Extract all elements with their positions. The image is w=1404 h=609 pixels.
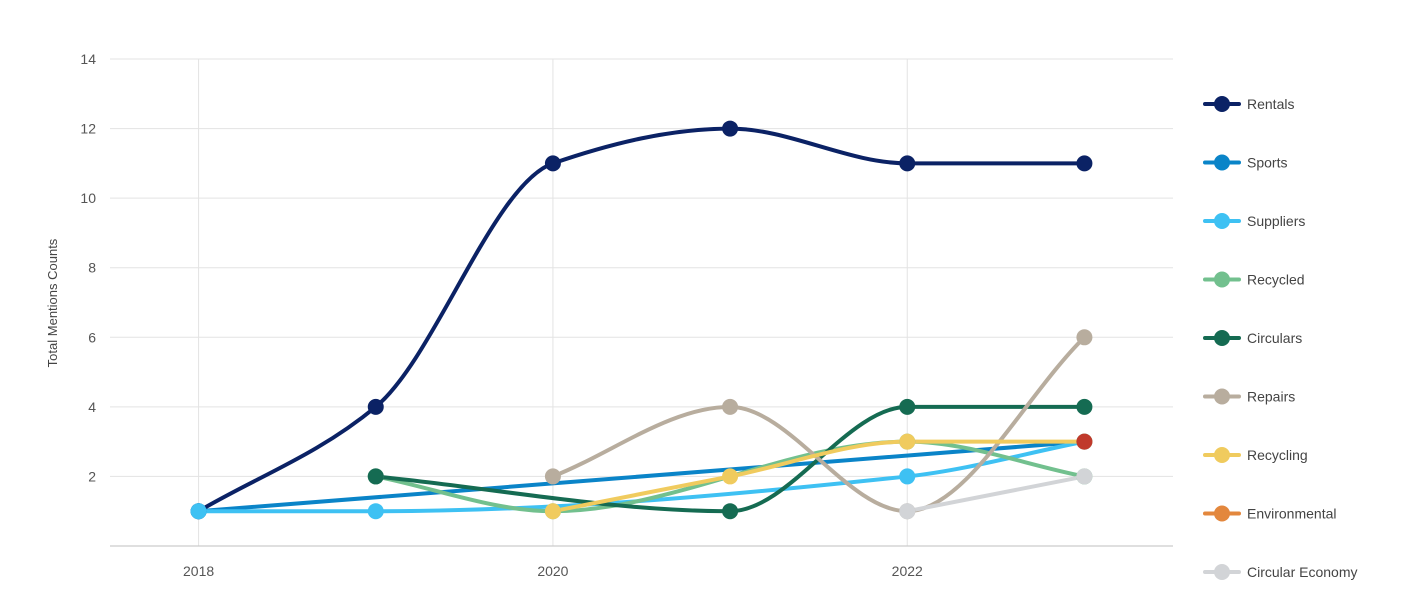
- legend-item-circular-economy[interactable]: Circular Economy: [1203, 564, 1357, 580]
- legend: Rentals Sports Suppliers Recycled Circulars R…: [1203, 96, 1357, 580]
- series-line-repairs[interactable]: [550, 335, 1087, 514]
- y-tick-label: 14: [80, 51, 96, 67]
- legend-swatch-dot: [1214, 213, 1230, 229]
- legend-item-recycling[interactable]: Recycling: [1203, 447, 1308, 463]
- series-line-rentals[interactable]: [196, 126, 1087, 514]
- legend-item-recycled[interactable]: Recycled: [1203, 271, 1305, 288]
- data-point-repairs[interactable]: [544, 468, 561, 485]
- data-point-circular-economy[interactable]: [899, 503, 916, 520]
- series-line-sports[interactable]: [196, 439, 1087, 514]
- data-point-rentals[interactable]: [544, 155, 561, 172]
- data-point-rentals[interactable]: [367, 398, 384, 415]
- data-point-rentals[interactable]: [899, 155, 916, 172]
- data-point-recycling[interactable]: [899, 433, 916, 450]
- data-point-suppliers[interactable]: [367, 503, 384, 520]
- y-axis-title: Total Mentions Counts: [45, 238, 60, 367]
- legend-label: Circulars: [1247, 330, 1302, 346]
- data-point-repairs[interactable]: [1076, 329, 1093, 346]
- legend-label: Environmental: [1247, 506, 1337, 522]
- series-line-circular-economy[interactable]: [905, 474, 1087, 514]
- legend-swatch-dot: [1214, 447, 1230, 463]
- legend-item-repairs[interactable]: Repairs: [1203, 388, 1295, 405]
- y-tick-label: 12: [80, 121, 96, 137]
- series-line-circulars[interactable]: [373, 404, 1087, 514]
- legend-label: Recycled: [1247, 272, 1305, 288]
- legend-label: Suppliers: [1247, 213, 1305, 229]
- y-tick-label: 6: [88, 329, 96, 345]
- legend-item-circulars[interactable]: Circulars: [1203, 330, 1302, 346]
- grid-layer: [110, 58, 1173, 546]
- data-point-circulars[interactable]: [899, 398, 916, 415]
- data-point-circulars[interactable]: [722, 503, 739, 520]
- series-layer: [190, 120, 1093, 520]
- data-point-suppliers[interactable]: [190, 503, 207, 520]
- data-point-rentals[interactable]: [1076, 155, 1093, 172]
- y-tick-label: 8: [88, 260, 96, 276]
- axis-layer: Total Mentions Counts 2 4 6 8 10 12 14 2018 2020…: [45, 51, 1173, 579]
- data-point-rentals[interactable]: [722, 120, 739, 137]
- data-point-suppliers[interactable]: [899, 468, 916, 485]
- legend-label: Recycling: [1247, 447, 1308, 463]
- legend-swatch-dot: [1214, 154, 1230, 171]
- data-point-recycling[interactable]: [722, 468, 739, 485]
- legend-swatch-dot: [1214, 564, 1230, 580]
- legend-item-sports[interactable]: Sports: [1203, 154, 1287, 171]
- x-tick-label: 2020: [537, 563, 568, 579]
- legend-label: Circular Economy: [1247, 564, 1357, 580]
- legend-label: Repairs: [1247, 389, 1295, 405]
- legend-swatch-dot: [1214, 388, 1230, 405]
- legend-label: Rentals: [1247, 96, 1294, 112]
- legend-swatch-dot: [1214, 330, 1230, 346]
- data-point-circular-economy[interactable]: [1076, 468, 1093, 485]
- legend-item-environmental[interactable]: Environmental: [1203, 505, 1337, 522]
- legend-item-suppliers[interactable]: Suppliers: [1203, 213, 1305, 229]
- legend-label: Sports: [1247, 155, 1287, 171]
- legend-swatch-dot: [1214, 96, 1230, 112]
- legend-swatch-dot: [1214, 271, 1230, 288]
- y-tick-label: 4: [88, 399, 96, 415]
- data-point-circulars[interactable]: [367, 468, 384, 485]
- data-point-repairs[interactable]: [722, 398, 739, 415]
- legend-swatch-dot: [1214, 505, 1230, 522]
- y-tick-label: 2: [88, 468, 96, 484]
- data-point-circulars[interactable]: [1076, 398, 1093, 415]
- series-line-recycling[interactable]: [550, 439, 1087, 514]
- data-point-recycling[interactable]: [544, 503, 561, 520]
- x-tick-label: 2018: [183, 563, 214, 579]
- y-tick-label: 10: [80, 190, 96, 206]
- data-point-environmental[interactable]: [1076, 433, 1093, 450]
- x-tick-label: 2022: [892, 563, 923, 579]
- legend-item-rentals[interactable]: Rentals: [1203, 96, 1294, 112]
